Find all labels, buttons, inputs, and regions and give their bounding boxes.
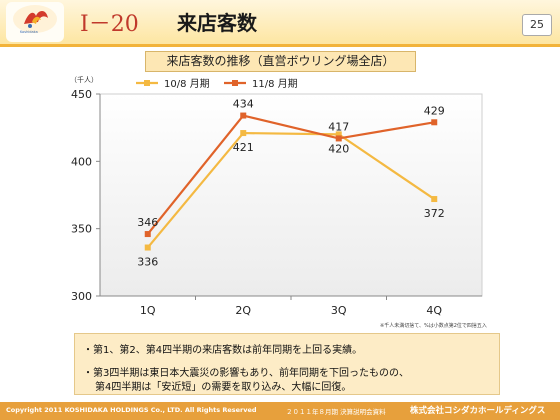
data-label: 417 xyxy=(328,120,349,133)
commentary-box: ・第1、第2、第4四半期の来店客数は前年同期を上回る実績。 ・第3四半期は東日本… xyxy=(74,333,500,395)
logo-bird-icon xyxy=(13,5,57,33)
logo-text: Koshidaka xyxy=(20,30,38,34)
company-logo: Koshidaka xyxy=(6,2,64,42)
data-label: 421 xyxy=(233,141,254,154)
y-tick-label: 350 xyxy=(71,223,92,236)
x-tick-label: 1Q xyxy=(140,304,156,317)
data-label: 372 xyxy=(424,207,445,220)
line-chart: 300 350 400 450 1Q 2Q 3Q 4Q （千人） 336 421 420 372 346… xyxy=(0,72,560,332)
page-title: 来店客数 xyxy=(177,11,257,35)
legend-marker xyxy=(232,80,238,86)
section-number: Ⅰ－20 xyxy=(80,12,139,37)
series-line-2 xyxy=(146,114,435,235)
data-point xyxy=(431,119,438,126)
x-tick-label: 4Q xyxy=(426,304,442,317)
y-tick-label: 450 xyxy=(71,88,92,101)
data-point xyxy=(144,231,151,238)
bullet-point-2: ・第3四半期は東日本大震災の影響もあり、前年同期を下回ったものの、 xyxy=(83,368,409,379)
data-label: 429 xyxy=(424,104,445,117)
data-point xyxy=(431,196,438,203)
legend-entry: 10/8 月期 xyxy=(164,78,210,90)
bullet-point-1: ・第1、第2、第4四半期の来店客数は前年同期を上回る実績。 xyxy=(83,345,363,356)
slide-footer: Copyright 2011 KOSHIDAKA HOLDINGS Co., L… xyxy=(0,402,560,420)
data-point xyxy=(240,112,247,119)
company-name: 株式会社コシダカホールディングス xyxy=(410,406,546,416)
x-tick-label: 3Q xyxy=(331,304,347,317)
data-point xyxy=(335,135,342,142)
data-point xyxy=(144,244,151,251)
slide-header: Koshidaka Ⅰ－20 来店客数 25 xyxy=(0,0,560,47)
y-axis-title: （千人） xyxy=(70,75,98,84)
copyright-text: Copyright 2011 KOSHIDAKA HOLDINGS Co., L… xyxy=(6,406,257,414)
page-number: 25 xyxy=(522,14,552,36)
chart-title: 来店客数の推移（直営ボウリング場全店） xyxy=(145,51,416,72)
bullet-point-2-continued: 第4四半期は「安近短」の需要を取り込み、大幅に回復。 xyxy=(95,382,352,393)
series-line-1 xyxy=(146,131,435,249)
report-name: ２０１１年８月期 決算説明会資料 xyxy=(286,408,386,416)
plot-area xyxy=(99,93,483,297)
data-label: 346 xyxy=(137,216,158,229)
y-tick-label: 400 xyxy=(71,155,92,168)
legend-entry: 11/8 月期 xyxy=(252,78,298,90)
x-tick-label: 2Q xyxy=(235,304,251,317)
data-point xyxy=(240,130,247,137)
data-label: 434 xyxy=(233,98,254,111)
data-label: 336 xyxy=(137,256,158,269)
data-point xyxy=(335,131,342,138)
chart-canvas: 300 350 400 450 1Q 2Q 3Q 4Q （千人） 336 421 420 372 346… xyxy=(70,75,483,317)
y-tick-label: 300 xyxy=(71,290,92,303)
data-label: 420 xyxy=(328,142,349,155)
legend-marker xyxy=(144,80,150,86)
chart-footnote: ※千人未満切捨て、%は小数点第2位で四捨五入 xyxy=(380,323,487,329)
